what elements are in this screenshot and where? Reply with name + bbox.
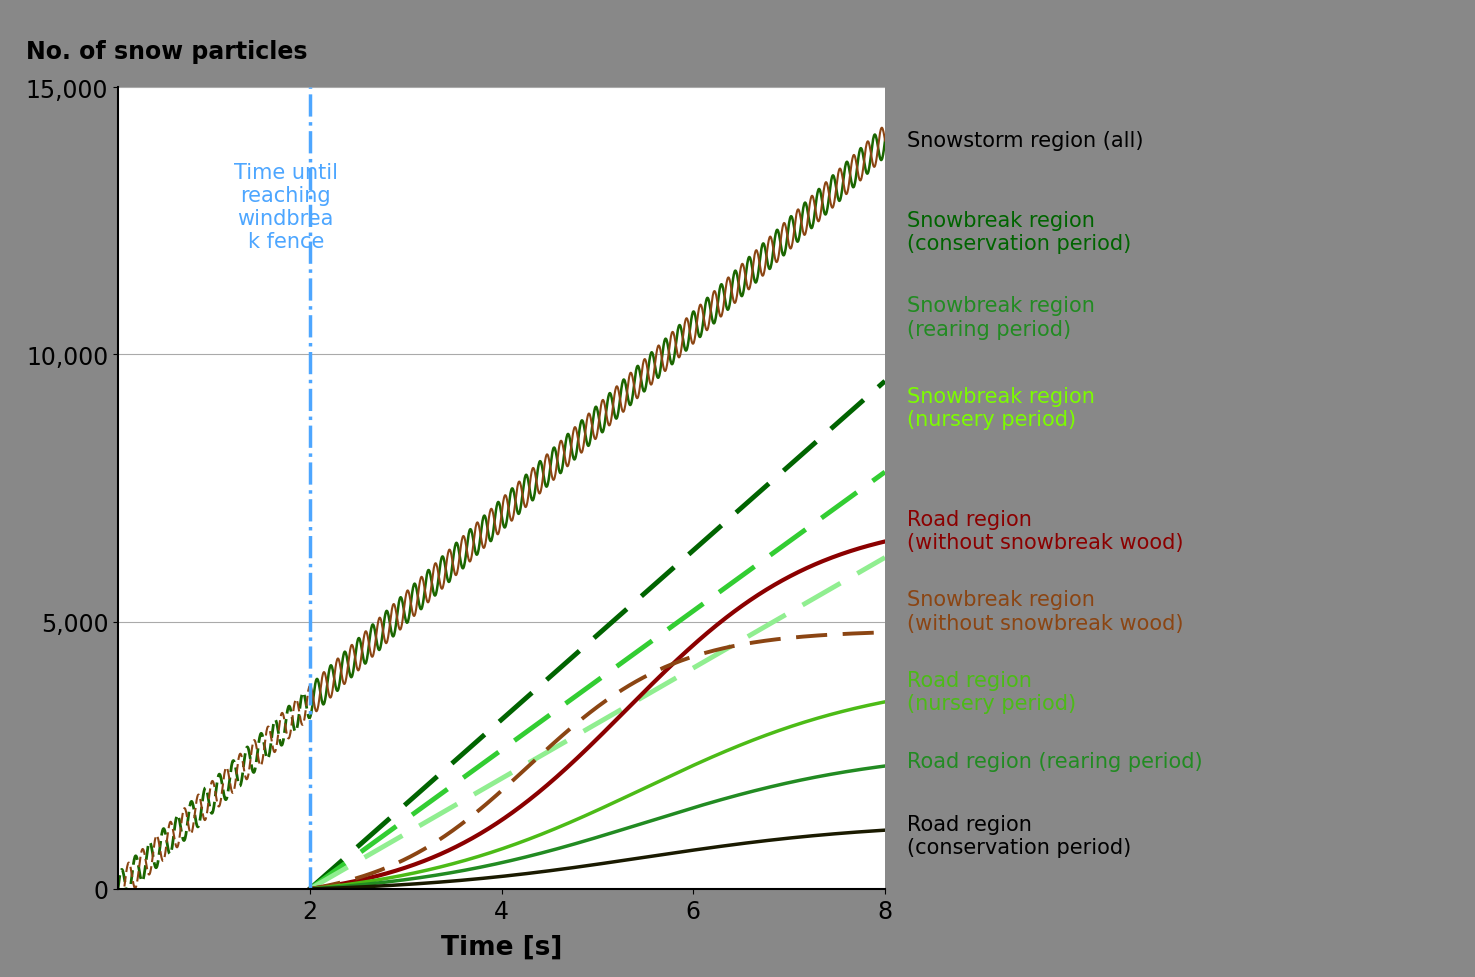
Text: No. of snow particles: No. of snow particles: [27, 40, 307, 64]
Text: Snowbreak region
(nursery period): Snowbreak region (nursery period): [907, 387, 1094, 430]
Text: Road region
(nursery period): Road region (nursery period): [907, 670, 1077, 713]
Text: Road region
(without snowbreak wood): Road region (without snowbreak wood): [907, 510, 1183, 553]
Text: Snowbreak region
(conservation period): Snowbreak region (conservation period): [907, 211, 1131, 254]
Text: Road region (rearing period): Road region (rearing period): [907, 751, 1202, 771]
Text: Time until
reaching
windbrea
k fence: Time until reaching windbrea k fence: [233, 163, 338, 252]
Text: Snowstorm region (all): Snowstorm region (all): [907, 131, 1143, 151]
Text: Road region
(conservation period): Road region (conservation period): [907, 814, 1131, 857]
Text: Snowbreak region
(without snowbreak wood): Snowbreak region (without snowbreak wood…: [907, 590, 1183, 633]
X-axis label: Time [s]: Time [s]: [441, 934, 562, 959]
Text: Snowbreak region
(rearing period): Snowbreak region (rearing period): [907, 296, 1094, 339]
